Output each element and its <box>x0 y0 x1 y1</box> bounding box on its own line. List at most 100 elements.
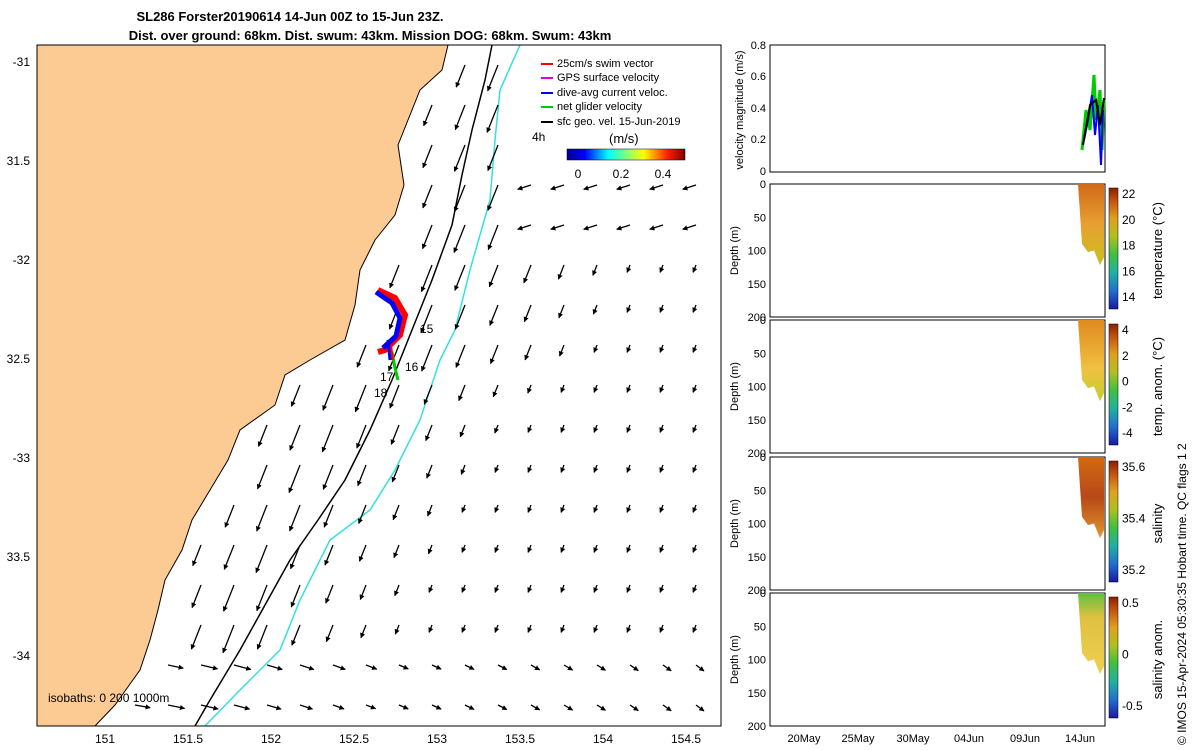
velocity-arrow <box>354 384 367 413</box>
velocity-arrow <box>192 544 202 567</box>
velocity-arrow <box>461 624 467 633</box>
depth-ytick: 0 <box>760 452 766 464</box>
velocity-arrow <box>356 344 367 368</box>
velocity-arrow <box>494 624 500 633</box>
colorbar <box>1108 323 1119 446</box>
velocity-arrow <box>290 384 301 407</box>
depth-ytick: 150 <box>748 415 766 427</box>
isobath-1000 <box>204 44 521 727</box>
velocity-arrow <box>560 544 566 553</box>
velocity-arrow <box>629 704 639 712</box>
velocity-arrow <box>423 384 433 405</box>
velocity-arrow <box>200 664 219 671</box>
velocity-arrow <box>692 344 698 353</box>
velocity-arrow <box>461 544 467 553</box>
velocity-arrow <box>299 704 313 711</box>
map-y-ticks: -31 31.5 -32 32.5 -33 33.5 -34 <box>7 55 31 663</box>
velocity-arrow <box>550 184 565 191</box>
velocity-arrow <box>357 464 367 487</box>
svg-text:0.2: 0.2 <box>613 167 630 181</box>
depth-ytick: 200 <box>748 585 766 597</box>
velocity-arrow <box>134 704 151 710</box>
velocity-arrow <box>626 504 632 513</box>
legend-glider: net glider velocity <box>557 101 642 113</box>
velocity-arrow <box>662 664 672 672</box>
velocity-arrow <box>420 304 433 334</box>
colorbar-tick: 18 <box>1122 239 1136 253</box>
colorbar-tick: 35.4 <box>1122 512 1146 526</box>
velocity-arrow <box>494 584 500 593</box>
velocity-arrow <box>695 704 705 712</box>
velocity-arrow <box>427 544 433 555</box>
velocity-arrow <box>560 504 566 513</box>
depth-ytick: 200 <box>748 448 766 460</box>
velocity-arrow <box>523 264 532 284</box>
velocity-arrow <box>492 384 499 398</box>
colorbar-tick: 22 <box>1122 187 1136 201</box>
velocity-arrow <box>426 464 433 479</box>
track-label-18: 18 <box>374 386 388 400</box>
velocity-arrow <box>389 264 400 289</box>
velocity-arrow <box>332 664 346 671</box>
velocity-arrow <box>190 624 202 650</box>
velocity-arrow <box>359 584 367 600</box>
colorbar-tick: 4 <box>1122 323 1129 337</box>
depth-ytick: 200 <box>748 721 766 733</box>
velocity-arrow <box>455 344 466 368</box>
velocity-arrow <box>592 304 598 315</box>
velocity-arrow <box>453 184 466 213</box>
velocity-arrow <box>394 624 400 635</box>
velocity-arrow <box>494 464 500 473</box>
velocity-arrow <box>593 464 599 473</box>
svg-text:0.4: 0.4 <box>751 103 766 115</box>
isobath-200 <box>194 44 493 727</box>
velocity-arrow <box>167 704 186 711</box>
velocity-arrow <box>453 144 466 172</box>
map-xtick: 153.5 <box>505 732 535 746</box>
velocity-arrow <box>550 224 565 231</box>
velocity-arrow <box>563 704 574 711</box>
depth-ytick: 100 <box>748 246 766 258</box>
speed-colorbar <box>566 148 686 161</box>
chart-title-line1: SL286 Forster20190614 14-Jun 00Z to 15-J… <box>136 9 444 24</box>
svg-text:0.2: 0.2 <box>751 134 766 146</box>
velocity-arrow <box>191 584 202 609</box>
velocity-arrow <box>365 664 378 670</box>
velocity-arrow <box>626 464 632 473</box>
velocity-arrow <box>626 384 632 393</box>
map-xtick: 153 <box>427 732 447 746</box>
depth-ytick: 50 <box>754 621 766 633</box>
map-ytick: -33 <box>13 451 31 465</box>
legend-speed: 4h <box>532 130 545 144</box>
velocity-arrow <box>453 224 466 253</box>
velocity-arrow <box>626 424 632 433</box>
velocity-arrow <box>596 704 606 711</box>
velocity-arrow <box>659 264 665 273</box>
svg-text:0.4: 0.4 <box>655 167 672 181</box>
map-ytick: -34 <box>13 649 31 663</box>
svg-text:20May: 20May <box>787 733 821 745</box>
velocity-arrow <box>695 664 705 672</box>
velocity-arrow <box>428 624 434 633</box>
colorbar-tick: 0 <box>1122 648 1129 662</box>
profile-data <box>1078 593 1104 675</box>
velocity-arrow <box>389 384 400 409</box>
velocity-arrow <box>527 464 533 473</box>
velocity-arrow <box>422 184 433 209</box>
svg-text:09Jun: 09Jun <box>1010 733 1040 745</box>
velocity-arrow <box>394 584 400 597</box>
velocity-arrow <box>426 504 433 517</box>
velocity-arrow <box>517 224 532 231</box>
velocity-arrow <box>592 264 598 276</box>
track-label-16: 16 <box>405 360 419 374</box>
velocity-arrow <box>558 344 565 357</box>
velocity-arrow <box>224 504 235 528</box>
svg-text:0: 0 <box>575 167 582 181</box>
depth-ytick: 50 <box>754 485 766 497</box>
velocity-arrow <box>692 544 698 553</box>
velocity-arrow <box>626 584 632 593</box>
legend-gps: GPS surface velocity <box>557 72 660 84</box>
velocity-arrow <box>461 584 467 593</box>
time-axis: 20May 25May 30May 04Jun 09Jun 14Jun <box>787 733 1095 745</box>
velocity-arrow <box>560 464 566 473</box>
